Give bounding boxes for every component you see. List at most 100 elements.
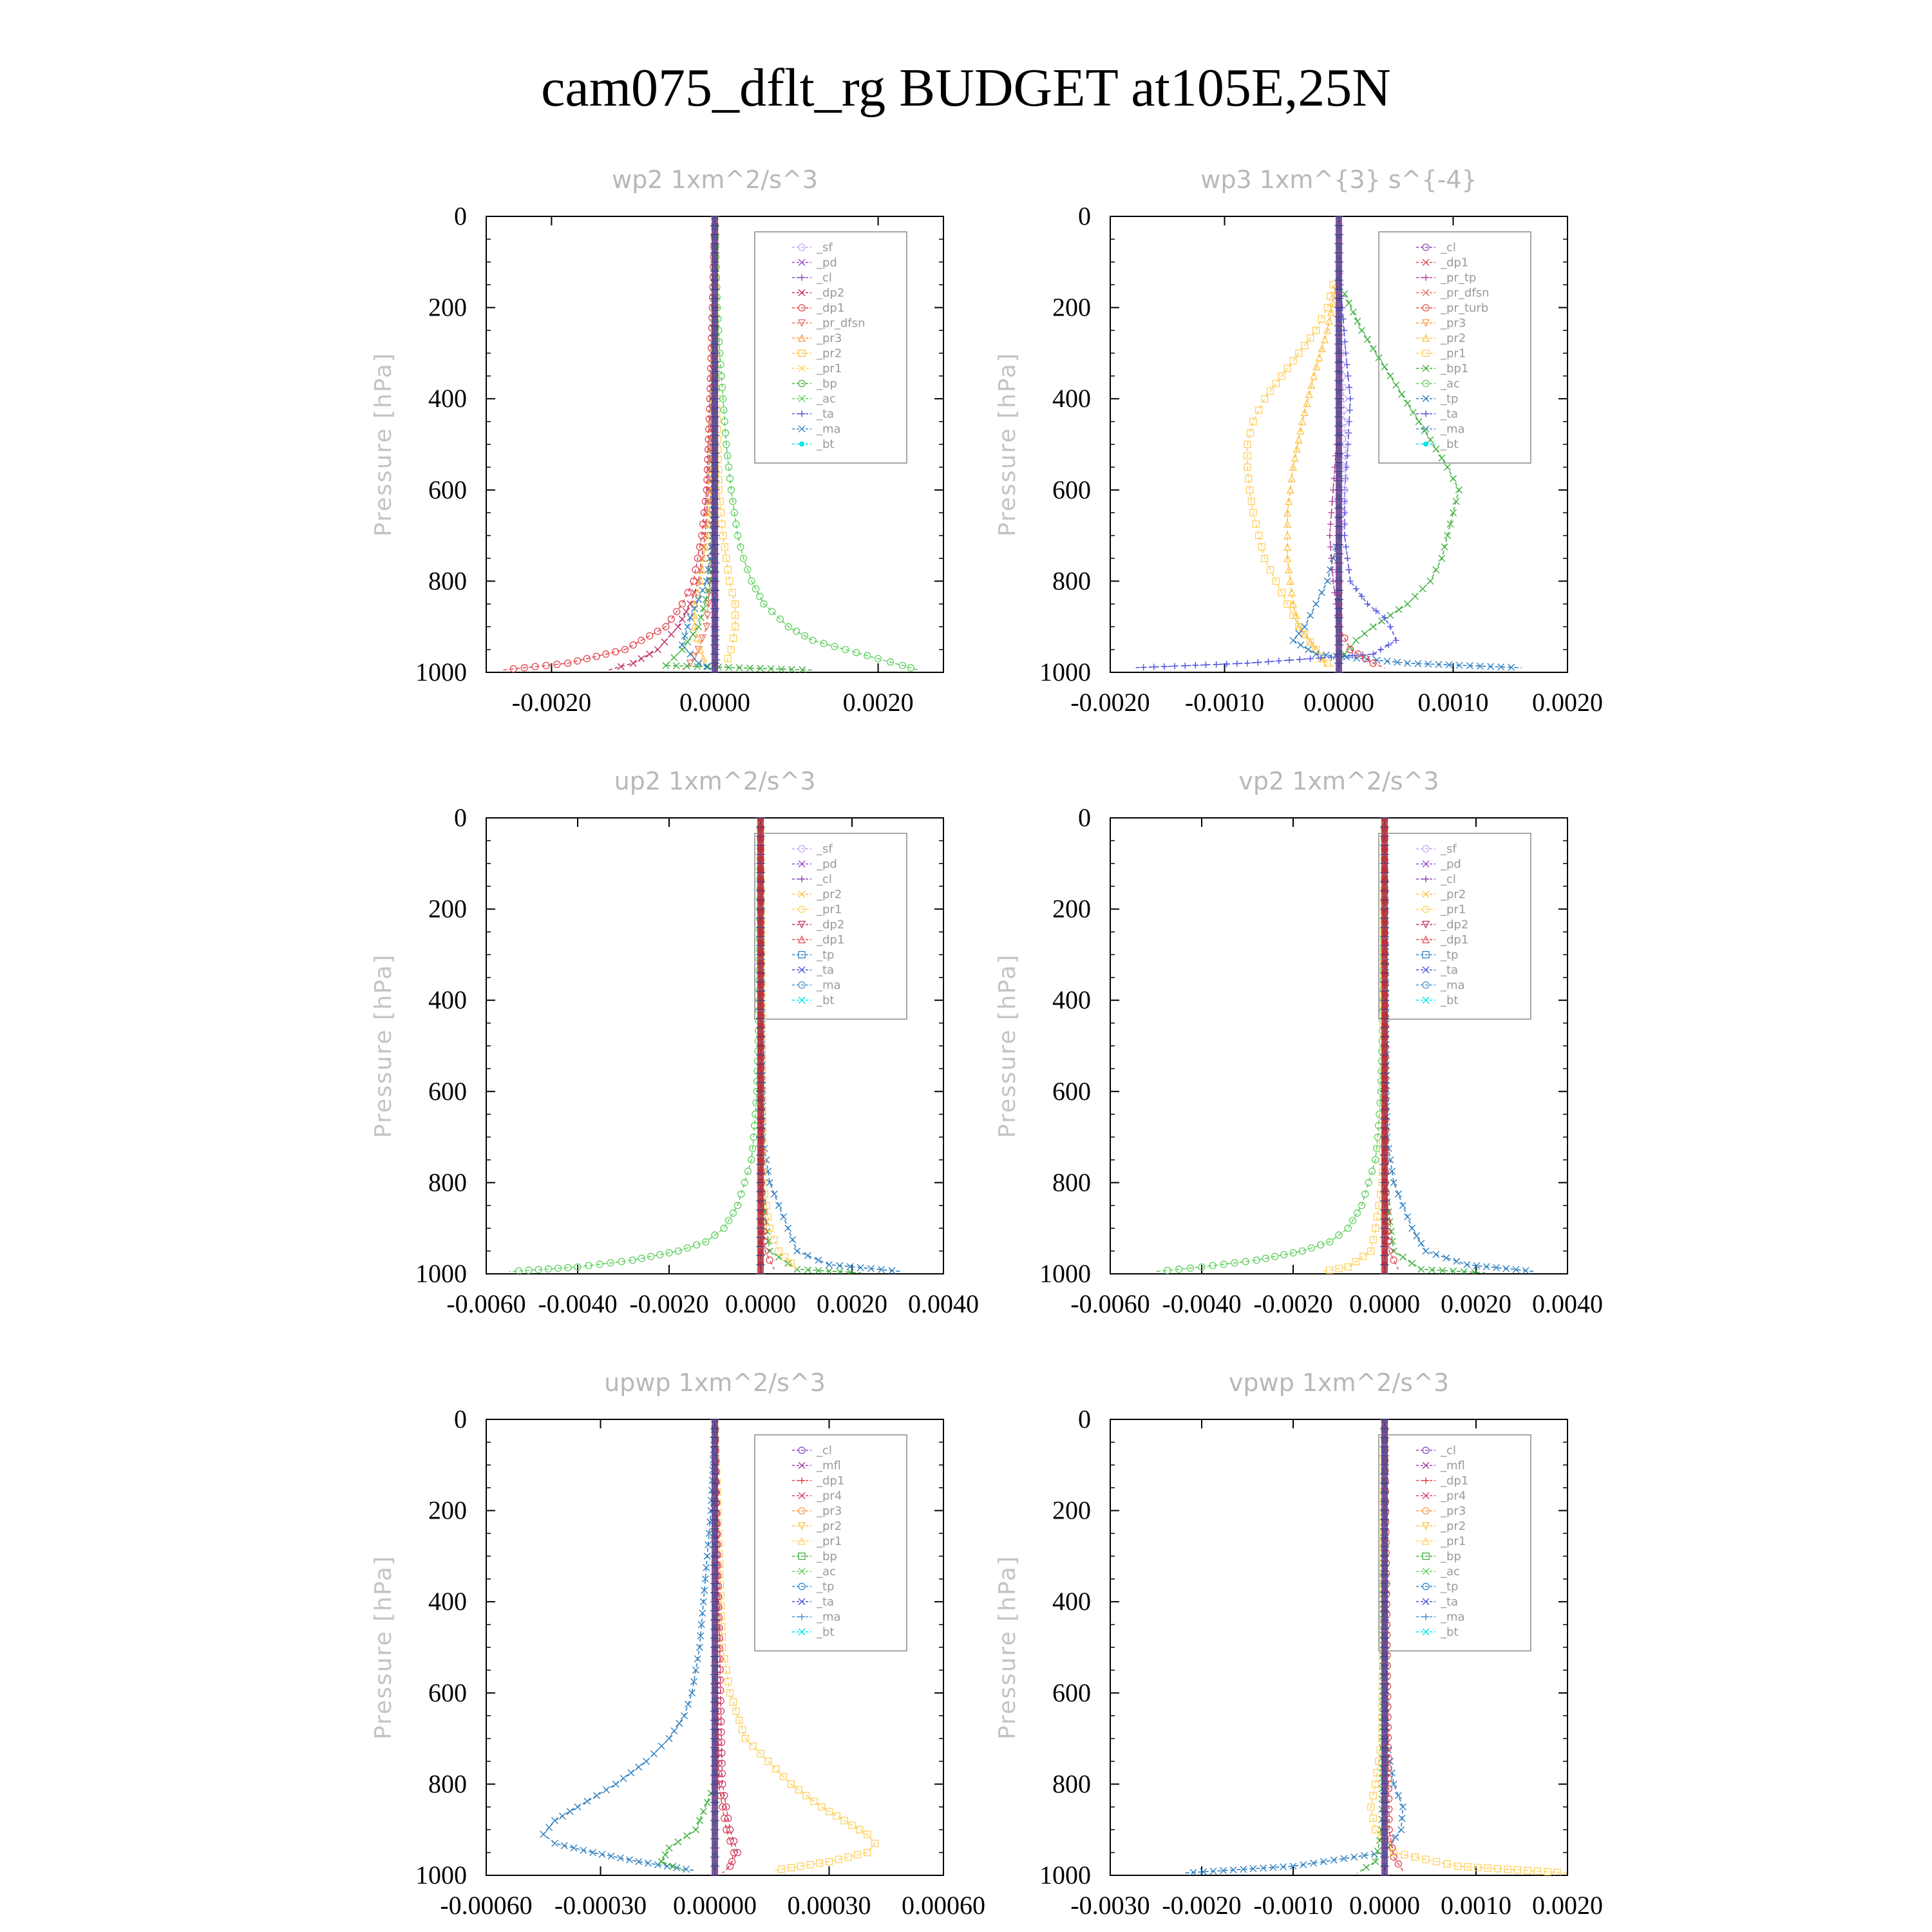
- legend-entry: _bt: [1440, 1625, 1458, 1639]
- series-marker: [1344, 1224, 1352, 1232]
- x-tick-label: -0.0060: [1070, 1289, 1150, 1318]
- x-tick-label: 0.0020: [817, 1289, 887, 1318]
- series-marker: [694, 1655, 701, 1663]
- series-marker: [1293, 444, 1301, 453]
- series-marker: [1247, 497, 1255, 506]
- legend-marker: [799, 410, 805, 417]
- x-tick-label: 0.0000: [1349, 1289, 1420, 1318]
- series-marker: [1373, 1769, 1381, 1777]
- series-marker: [697, 614, 705, 621]
- series-marker: [573, 657, 582, 665]
- series-marker: [789, 1236, 797, 1244]
- series-marker: [741, 1734, 749, 1743]
- series-marker: [1309, 372, 1318, 380]
- legend-marker: [1421, 1537, 1430, 1545]
- series-marker: [699, 605, 707, 612]
- series-marker: [696, 1643, 703, 1651]
- series-marker: [1421, 427, 1428, 435]
- legend-entry: _ac: [1440, 1565, 1460, 1578]
- series-marker: [705, 1541, 712, 1549]
- y-tick-label: 600: [428, 1077, 467, 1106]
- legend-entry: _dp1: [1440, 933, 1468, 947]
- series-marker: [1244, 463, 1251, 471]
- series-marker: [718, 1770, 726, 1777]
- legend-marker: [797, 935, 806, 943]
- series-marker: [1335, 1265, 1343, 1273]
- series-marker: [1394, 1860, 1402, 1868]
- series-marker: [1283, 520, 1292, 528]
- series-marker: [1327, 544, 1334, 551]
- series-marker: [795, 1786, 802, 1794]
- series-marker: [1387, 1156, 1394, 1164]
- series-marker: [1373, 1213, 1381, 1221]
- series-marker: [695, 596, 703, 603]
- series-marker: [1414, 659, 1422, 667]
- series-marker: [705, 1530, 713, 1537]
- series-marker: [1328, 555, 1335, 562]
- series-marker: [724, 1814, 732, 1823]
- series-marker: [1455, 661, 1463, 669]
- series-marker: [1300, 1861, 1307, 1868]
- series-marker: [1231, 1259, 1238, 1267]
- legend-entry: _bt: [816, 438, 834, 451]
- series-marker: [1395, 606, 1403, 614]
- series-marker: [1352, 636, 1360, 644]
- series-marker: [1345, 566, 1352, 573]
- y-tick-label: 800: [428, 566, 467, 595]
- series-marker: [1327, 520, 1334, 527]
- series-marker: [730, 509, 739, 516]
- series-marker: [1220, 1867, 1227, 1875]
- series-marker: [667, 615, 676, 623]
- series-marker: [732, 1707, 740, 1715]
- series-marker: [729, 634, 737, 642]
- series-marker: [1349, 308, 1357, 316]
- panel-title: upwp 1xm^2/s^3: [604, 1368, 826, 1397]
- series-marker: [1301, 623, 1309, 630]
- legend-box: [1378, 231, 1531, 464]
- x-tick-label: -0.0010: [1185, 688, 1264, 717]
- series-marker: [844, 1853, 852, 1861]
- legend-entry: _ac: [816, 392, 836, 406]
- legend-marker: [799, 274, 805, 281]
- series-marker: [683, 662, 691, 670]
- x-tick-label: -0.00060: [440, 1891, 532, 1920]
- series-marker: [1444, 532, 1452, 540]
- series-marker: [1233, 660, 1240, 667]
- series-marker: [1292, 611, 1300, 620]
- series-marker: [1318, 315, 1326, 323]
- series-marker: [766, 1224, 773, 1232]
- series-marker: [1344, 1263, 1352, 1271]
- legend-marker: [798, 379, 806, 388]
- series-marker: [1476, 662, 1484, 670]
- y-tick-label: 600: [428, 475, 467, 504]
- series-marker: [1283, 600, 1291, 608]
- series-marker: [1271, 1253, 1279, 1260]
- series-marker: [1347, 395, 1354, 402]
- series-marker: [669, 1862, 677, 1870]
- series-marker: [618, 1258, 625, 1265]
- series-marker: [1372, 1780, 1379, 1788]
- series-marker: [748, 1144, 757, 1152]
- series-marker: [1438, 554, 1446, 562]
- series-marker: [1428, 1266, 1435, 1274]
- legend-marker: [799, 1613, 805, 1620]
- legend-marker: [798, 365, 806, 372]
- series-marker: [1320, 1858, 1327, 1866]
- series-marker: [777, 665, 785, 672]
- legend-entry: _tp: [1440, 949, 1458, 962]
- series-marker: [684, 623, 692, 630]
- series-marker: [1388, 1168, 1396, 1175]
- legend-marker: [798, 395, 806, 402]
- series-marker: [697, 1632, 705, 1640]
- legend-entry: _pr1: [1440, 1535, 1466, 1548]
- series-marker: [729, 1209, 737, 1217]
- series-marker: [1409, 408, 1417, 416]
- series-marker: [629, 1256, 636, 1264]
- series-marker: [703, 520, 712, 528]
- series-marker: [515, 1267, 523, 1274]
- series-marker: [1286, 576, 1294, 585]
- series-marker: [1245, 475, 1253, 482]
- legend-entry: _pr2: [816, 347, 842, 361]
- series-marker: [1289, 636, 1297, 644]
- series-marker: [704, 663, 712, 670]
